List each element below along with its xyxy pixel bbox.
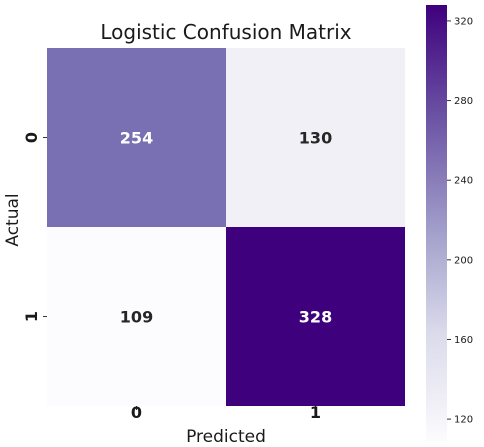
- y-axis-label: Actual: [3, 193, 23, 246]
- colorbar-tick-label: 240: [454, 176, 473, 187]
- heatmap-cell-1-0: [47, 227, 226, 406]
- colorbar-tick-label: 320: [454, 16, 473, 27]
- cell-annotation-0-0: 254: [120, 129, 153, 148]
- colorbar: [426, 5, 447, 441]
- y-axis-ticks: 01: [22, 132, 47, 322]
- x-tick-label: 1: [310, 403, 321, 422]
- colorbar-ticks: 120 160 200 240 280 320: [447, 16, 473, 426]
- heatmap-cell-1-1: [226, 227, 405, 406]
- colorbar-tick-label: 160: [454, 335, 473, 346]
- heatmap-cell-0-1: [226, 48, 405, 227]
- heatmap-cells: [47, 48, 405, 406]
- colorbar-tick-label: 120: [454, 415, 473, 426]
- chart-title: Logistic Confusion Matrix: [100, 20, 351, 44]
- colorbar-tick-label: 200: [454, 255, 473, 266]
- cell-annotation-1-1: 328: [299, 308, 332, 327]
- cell-annotation-1-0: 109: [120, 308, 153, 327]
- x-tick-label: 0: [131, 403, 142, 422]
- cell-annotation-0-1: 130: [299, 129, 332, 148]
- heatmap-cell-0-0: [47, 48, 226, 227]
- y-tick-label: 1: [22, 311, 41, 322]
- y-tick-label: 0: [22, 132, 41, 143]
- x-axis-label: Predicted: [186, 427, 266, 447]
- colorbar-tick-label: 280: [454, 96, 473, 107]
- cell-annotations: 254 130 109 328: [120, 129, 332, 327]
